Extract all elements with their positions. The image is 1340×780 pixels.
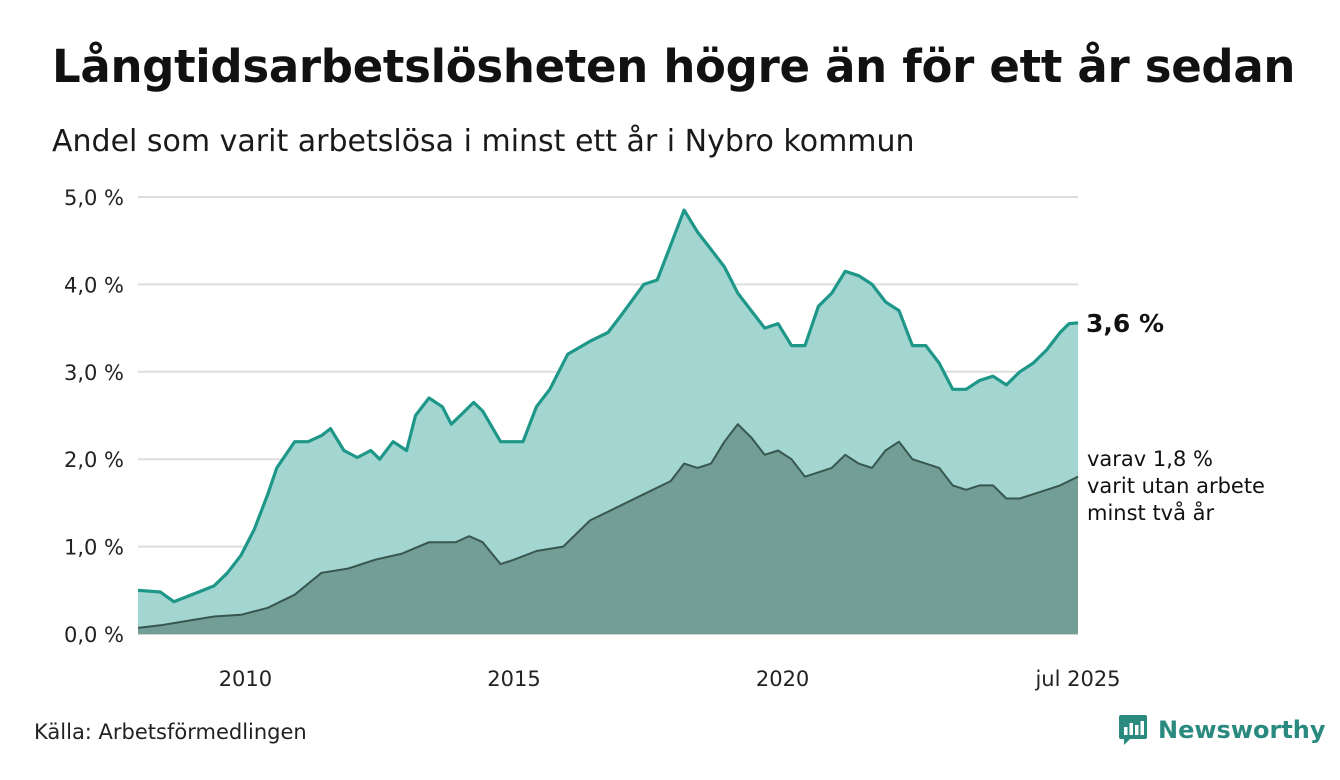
- two-year-end-label-line: varit utan arbete: [1087, 474, 1265, 498]
- y-tick-label: 0,0 %: [64, 623, 124, 647]
- x-tick-label: 2010: [219, 667, 272, 691]
- y-tick-label: 4,0 %: [64, 273, 124, 297]
- series-area-two_years: [138, 424, 1078, 634]
- newsworthy-logo-icon: [1119, 715, 1147, 745]
- x-tick-label: 2015: [487, 667, 540, 691]
- x-tick-label: 2020: [756, 667, 809, 691]
- x-tick-label: jul 2025: [1034, 667, 1120, 691]
- series-line-two_years: [137, 423, 1079, 629]
- series-line-total: [137, 208, 1079, 604]
- brand-logo: Newsworthy: [1118, 714, 1326, 746]
- total-end-label: 3,6 %: [1086, 309, 1164, 338]
- y-tick-label: 2,0 %: [64, 448, 124, 472]
- x-axis-tick-labels: 2010 2015 2020 jul 2025: [219, 667, 1121, 691]
- two-year-end-label-line: varav 1,8 %: [1087, 447, 1213, 471]
- series-areas: [137, 208, 1079, 634]
- source-note: Källa: Arbetsförmedlingen: [34, 720, 307, 744]
- y-tick-label: 3,0 %: [64, 361, 124, 385]
- brand-name: Newsworthy: [1158, 716, 1326, 744]
- chart-subtitle: Andel som varit arbetslösa i minst ett å…: [52, 124, 915, 159]
- two-year-end-label-line: minst två år: [1087, 500, 1215, 525]
- y-axis-tick-labels: 0,0 % 1,0 % 2,0 % 3,0 % 4,0 % 5,0 %: [64, 186, 124, 647]
- y-tick-label: 1,0 %: [64, 536, 124, 560]
- y-tick-label: 5,0 %: [64, 186, 124, 210]
- chart-title: Långtidsarbetslösheten högre än för ett …: [52, 40, 1296, 93]
